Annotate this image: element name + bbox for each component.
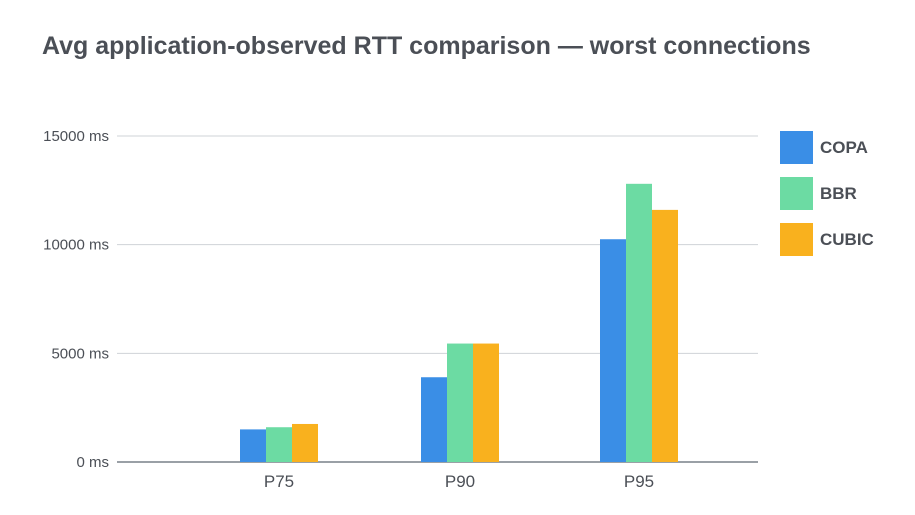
bar-bbr-p90: [447, 343, 473, 462]
x-tick-label: P75: [264, 472, 294, 491]
legend-label-bbr: BBR: [820, 183, 857, 203]
y-tick-label: 5000 ms: [51, 345, 109, 362]
bar-cubic-p75: [292, 423, 318, 462]
y-tick-label: 15000 ms: [43, 128, 109, 145]
y-axis-ticks: 0 ms 5000 ms 10000 ms 15000 ms: [43, 128, 109, 471]
y-tick-label: 10000 ms: [43, 237, 109, 254]
legend-swatch-bbr: [780, 177, 813, 210]
x-tick-label: P90: [445, 472, 475, 491]
legend-item-cubic: CUBIC: [780, 223, 874, 256]
legend-item-bbr: BBR: [780, 177, 874, 210]
legend-label-cubic: CUBIC: [820, 229, 874, 249]
x-axis-labels: P75 P90 P95: [264, 472, 654, 491]
bar-bbr-p95: [626, 183, 652, 462]
legend: COPA BBR CUBIC: [780, 131, 874, 269]
x-tick-label: P95: [624, 472, 654, 491]
legend-swatch-copa: [780, 131, 813, 164]
bar-copa-p95: [600, 239, 626, 462]
bar-copa-p75: [240, 429, 266, 462]
chart-title: Avg application-observed RTT comparison …: [42, 32, 811, 60]
bar-bbr-p75: [266, 427, 292, 462]
legend-label-copa: COPA: [820, 137, 868, 157]
bar-cubic-p95: [652, 209, 678, 462]
legend-item-copa: COPA: [780, 131, 874, 164]
bar-cubic-p90: [473, 343, 499, 462]
y-tick-label: 0 ms: [76, 454, 109, 471]
legend-swatch-cubic: [780, 223, 813, 256]
bars: [240, 183, 678, 462]
bar-copa-p90: [421, 377, 447, 462]
